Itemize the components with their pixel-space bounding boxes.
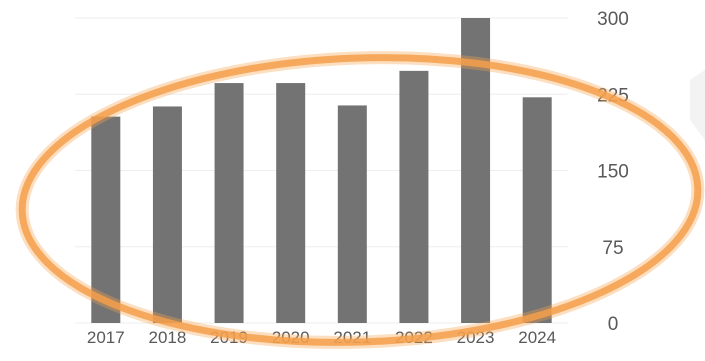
- y-tick-label: 0: [608, 314, 619, 335]
- x-tick-label: 2017: [87, 328, 125, 347]
- bar-2018: [152, 106, 182, 323]
- y-tick-label: 75: [602, 238, 623, 259]
- highlight-ellipse-stroke: [18, 54, 702, 346]
- y-tick-label: 150: [597, 162, 629, 183]
- bar-2019: [214, 83, 244, 323]
- bars: [91, 18, 552, 323]
- bar-2017: [91, 116, 121, 323]
- bar-2024: [522, 97, 552, 323]
- bar-2021: [337, 105, 367, 323]
- bar-2020: [276, 83, 306, 323]
- y-tick-label: 300: [597, 9, 629, 30]
- highlight-ellipse: [15, 51, 705, 349]
- x-tick-label: 2018: [149, 328, 187, 347]
- bar-2022: [399, 70, 429, 323]
- background-shape: [690, 70, 705, 140]
- x-tick-label: 2024: [518, 328, 556, 347]
- bar-2023: [461, 18, 491, 323]
- x-axis-ticks: 2017 2018 2019 2020 2021 2022 2023 2024: [87, 328, 556, 347]
